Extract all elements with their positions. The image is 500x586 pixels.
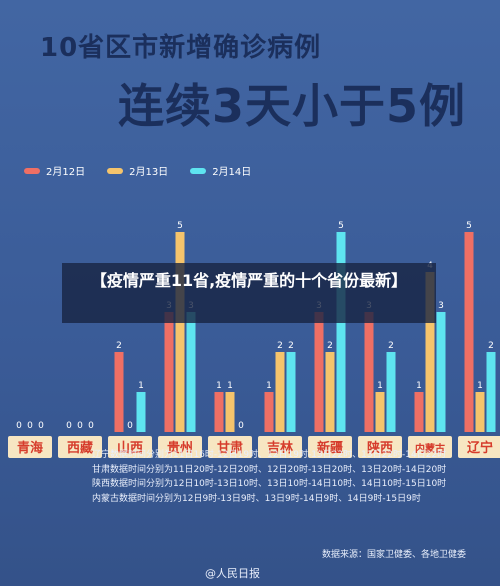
- bar-4-series-1: [225, 392, 235, 432]
- category-box-8: [408, 436, 452, 458]
- category-box-4: [208, 436, 252, 458]
- category-label-9: 辽宁: [467, 440, 493, 456]
- bar-label-9-series-2: 2: [488, 341, 494, 351]
- bar-label-1-series-1: 0: [77, 421, 83, 431]
- bar-label-1-series-2: 0: [88, 421, 94, 431]
- bar-9-series-2: [486, 352, 496, 432]
- category-box-9: [458, 436, 500, 458]
- bar-6-series-2: [336, 232, 346, 432]
- bar-label-5-series-1: 2: [277, 341, 283, 351]
- legend-label-series-0: 2月12日: [46, 167, 86, 178]
- notes-block: 辽宁数据时间分别为11日16时-12日19时、12日19时-13日22时、13日…: [92, 448, 446, 506]
- bar-label-0-series-1: 0: [27, 421, 33, 431]
- bar-8-series-1: [425, 272, 435, 432]
- bar-3-series-2: [186, 312, 196, 432]
- bar-label-4-series-0: 1: [216, 381, 222, 391]
- category-box-7: [358, 436, 402, 458]
- category-box-6: [308, 436, 352, 458]
- category-box-3: [158, 436, 202, 458]
- category-label-8: 内蒙古: [415, 442, 445, 455]
- bar-label-4-series-2: 0: [238, 421, 244, 431]
- category-label-0: 青海: [17, 440, 43, 456]
- category-label-4: 甘肃: [217, 440, 243, 456]
- bar-5-series-2: [286, 352, 296, 432]
- bar-3-series-0: [164, 312, 174, 432]
- title-line-1: 10省区市新增确诊病例: [40, 33, 322, 63]
- bar-label-5-series-0: 1: [266, 381, 272, 391]
- bar-6-series-1: [325, 352, 335, 432]
- bar-4-series-0: [214, 392, 224, 432]
- bar-label-6-series-2: 5: [338, 221, 344, 231]
- legend-item-series-2: 2月14日: [190, 163, 251, 178]
- bar-5-series-0: [264, 392, 274, 432]
- note-shaanxi: 陕西数据时间分别为12日10时-13日10时、13日10时-14日10时、14日…: [92, 479, 447, 489]
- chart-legend: 2月12日 2月13日 2月14日: [24, 163, 251, 178]
- note-liaoning: 辽宁数据时间分别为11日16时-12日19时、12日19时-13日22时、13日…: [92, 450, 447, 460]
- category-label-3: 贵州: [167, 440, 193, 456]
- legend-swatch-series-1: [107, 167, 124, 174]
- bar-label-9-series-0: 5: [466, 221, 472, 231]
- bar-2-series-2: [136, 392, 146, 432]
- bar-label-0-series-0: 0: [16, 421, 22, 431]
- bar-9-series-0: [464, 232, 474, 432]
- note-gansu: 甘肃数据时间分别为11日20时-12日20时、12日20时-13日20时、13日…: [92, 464, 447, 475]
- bar-9-series-1: [475, 392, 485, 432]
- category-box-2: [108, 436, 152, 458]
- watermark: @人民日报: [205, 567, 260, 580]
- bar-2-series-0: [114, 352, 124, 432]
- data-source: 数据来源：国家卫健委、各地卫健委: [322, 550, 467, 560]
- category-label-6: 新疆: [317, 440, 343, 456]
- bar-label-7-series-2: 2: [388, 341, 394, 351]
- category-box-0: [8, 436, 52, 458]
- bar-label-7-series-1: 1: [377, 381, 383, 391]
- bar-label-4-series-1: 1: [227, 381, 233, 391]
- bar-label-9-series-1: 1: [477, 381, 483, 391]
- bar-label-1-series-0: 0: [66, 421, 72, 431]
- title-line-2: 连续3天小于5例: [118, 79, 467, 133]
- bar-label-6-series-1: 2: [327, 341, 333, 351]
- category-label-2: 山西: [117, 440, 143, 456]
- overlay-title: 【疫情严重11省,疫情严重的十个省份最新】: [62, 263, 436, 323]
- bar-7-series-1: [375, 392, 385, 432]
- bar-label-5-series-2: 2: [288, 341, 294, 351]
- bar-label-3-series-1: 5: [177, 221, 183, 231]
- bar-label-2-series-2: 1: [138, 381, 144, 391]
- category-label-7: 陕西: [367, 440, 393, 456]
- bar-label-0-series-2: 0: [38, 421, 44, 431]
- bar-label-8-series-0: 1: [416, 381, 422, 391]
- bar-5-series-1: [275, 352, 285, 432]
- note-neimenggu: 内蒙古数据时间分别为12日9时-13日9时、13日9时-14日9时、14日9时-…: [92, 493, 421, 504]
- bar-label-2-series-1: 0: [127, 421, 133, 431]
- bar-8-series-2: [436, 312, 446, 432]
- bar-7-series-0: [364, 312, 374, 432]
- category-label-1: 西藏: [67, 440, 93, 456]
- bar-7-series-2: [386, 352, 396, 432]
- category-label-5: 吉林: [267, 440, 293, 456]
- legend-item-series-1: 2月13日: [107, 163, 168, 178]
- category-box-5: [258, 436, 302, 458]
- category-box-1: [58, 436, 102, 458]
- legend-label-series-2: 2月14日: [212, 167, 252, 178]
- bar-label-2-series-0: 2: [116, 341, 122, 351]
- bar-label-8-series-2: 3: [438, 301, 444, 311]
- legend-label-series-1: 2月13日: [129, 167, 169, 178]
- legend-swatch-series-2: [190, 167, 207, 174]
- bar-8-series-0: [414, 392, 424, 432]
- legend-swatch-series-0: [24, 167, 40, 174]
- bar-6-series-0: [314, 312, 324, 432]
- legend-item-series-0: 2月12日: [24, 163, 85, 178]
- bar-3-series-1: [175, 232, 185, 432]
